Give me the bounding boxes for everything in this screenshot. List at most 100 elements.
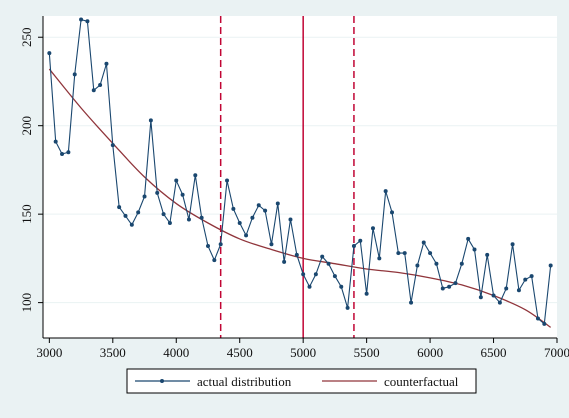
data-point-actual bbox=[421, 240, 426, 245]
data-point-actual bbox=[225, 178, 230, 183]
data-point-actual bbox=[275, 201, 280, 206]
data-point-actual bbox=[85, 19, 90, 24]
data-point-actual bbox=[218, 242, 223, 247]
data-point-actual bbox=[434, 261, 439, 266]
grid-lines bbox=[43, 36, 557, 304]
data-point-actual bbox=[307, 284, 312, 289]
plot-area bbox=[43, 16, 557, 338]
x-tick-label: 6000 bbox=[417, 345, 443, 360]
x-tick-label: 7000 bbox=[544, 345, 569, 360]
data-point-actual bbox=[358, 238, 363, 243]
data-point-actual bbox=[180, 192, 185, 197]
data-point-actual bbox=[510, 242, 515, 247]
data-point-actual bbox=[504, 286, 509, 291]
series-counterfactual-line bbox=[48, 68, 552, 328]
data-point-actual bbox=[256, 203, 261, 208]
data-point-actual bbox=[199, 215, 204, 220]
data-point-actual bbox=[428, 251, 433, 256]
data-point-actual bbox=[523, 277, 528, 282]
data-point-actual bbox=[117, 205, 122, 210]
data-point-actual bbox=[60, 152, 65, 156]
data-point-actual bbox=[364, 291, 369, 296]
data-point-actual bbox=[294, 252, 299, 257]
data-point-actual bbox=[491, 293, 496, 298]
data-point-actual bbox=[390, 210, 395, 215]
data-point-actual bbox=[136, 210, 141, 215]
y-tick-label: 100 bbox=[19, 293, 34, 313]
data-point-actual bbox=[440, 286, 445, 291]
data-point-actual bbox=[98, 83, 103, 87]
data-point-actual bbox=[66, 150, 71, 155]
data-point-actual bbox=[110, 143, 115, 148]
data-point-actual bbox=[104, 61, 109, 66]
data-point-actual bbox=[377, 256, 382, 261]
data-point-actual bbox=[231, 206, 236, 211]
x-tick-label: 3500 bbox=[100, 345, 126, 360]
data-point-actual bbox=[320, 254, 325, 259]
data-point-actual bbox=[529, 274, 534, 279]
series-actual-line bbox=[48, 18, 552, 325]
data-point-actual bbox=[313, 272, 318, 277]
y-tick-label: 200 bbox=[19, 116, 34, 136]
data-point-actual bbox=[193, 173, 198, 178]
data-point-actual bbox=[212, 258, 217, 263]
reference-lines bbox=[219, 16, 355, 338]
x-tick-label: 5500 bbox=[354, 345, 380, 360]
data-point-actual bbox=[485, 252, 490, 257]
data-point-actual bbox=[396, 251, 401, 256]
data-point-actual bbox=[472, 247, 477, 252]
data-point-actual bbox=[339, 284, 344, 289]
data-point-actual bbox=[383, 189, 388, 194]
data-point-actual bbox=[167, 221, 172, 225]
legend-label-actual: actual distribution bbox=[197, 374, 292, 389]
data-point-actual bbox=[415, 263, 420, 268]
data-point-actual bbox=[269, 242, 274, 247]
data-point-actual bbox=[47, 51, 52, 56]
data-point-actual bbox=[497, 300, 502, 305]
data-point-actual bbox=[402, 251, 407, 256]
data-point-actual bbox=[53, 139, 58, 144]
x-tick-label: 6500 bbox=[481, 345, 507, 360]
data-point-actual bbox=[79, 17, 84, 22]
data-point-actual bbox=[129, 222, 134, 227]
x-tick-label: 4000 bbox=[163, 345, 189, 360]
data-point-actual bbox=[91, 88, 96, 93]
data-point-actual bbox=[123, 213, 128, 218]
data-point-actual bbox=[370, 226, 375, 231]
data-point-actual bbox=[535, 316, 540, 321]
data-point-actual bbox=[459, 261, 464, 266]
data-point-actual bbox=[332, 274, 337, 279]
data-point-actual bbox=[478, 295, 483, 300]
data-point-actual bbox=[542, 321, 547, 326]
data-point-actual bbox=[148, 118, 153, 123]
data-point-actual bbox=[186, 217, 191, 222]
data-point-actual bbox=[174, 178, 179, 183]
data-point-actual bbox=[250, 215, 255, 220]
data-point-actual bbox=[288, 217, 293, 222]
x-tick-label: 3000 bbox=[36, 345, 62, 360]
data-point-actual bbox=[345, 305, 350, 310]
data-point-actual bbox=[326, 261, 331, 266]
data-point-actual bbox=[351, 244, 356, 248]
x-tick-label: 5000 bbox=[290, 345, 316, 360]
data-point-actual bbox=[516, 288, 521, 293]
y-tick-label: 150 bbox=[19, 204, 34, 224]
data-point-actual bbox=[282, 259, 287, 264]
data-point-actual bbox=[409, 300, 414, 305]
data-point-actual bbox=[263, 208, 268, 213]
data-point-actual bbox=[142, 194, 147, 199]
data-point-actual bbox=[447, 284, 452, 289]
data-point-actual bbox=[161, 212, 166, 217]
data-point-actual bbox=[237, 221, 242, 225]
series-lines bbox=[47, 17, 553, 328]
data-point-actual bbox=[205, 244, 210, 248]
legend: actual distribution counterfactual bbox=[126, 368, 477, 394]
data-point-actual bbox=[466, 236, 471, 241]
x-tick-label: 4500 bbox=[227, 345, 253, 360]
data-point-actual bbox=[72, 72, 77, 77]
data-point-actual bbox=[244, 233, 249, 238]
legend-actual-marker bbox=[160, 379, 164, 383]
y-tick-label: 250 bbox=[19, 27, 34, 47]
